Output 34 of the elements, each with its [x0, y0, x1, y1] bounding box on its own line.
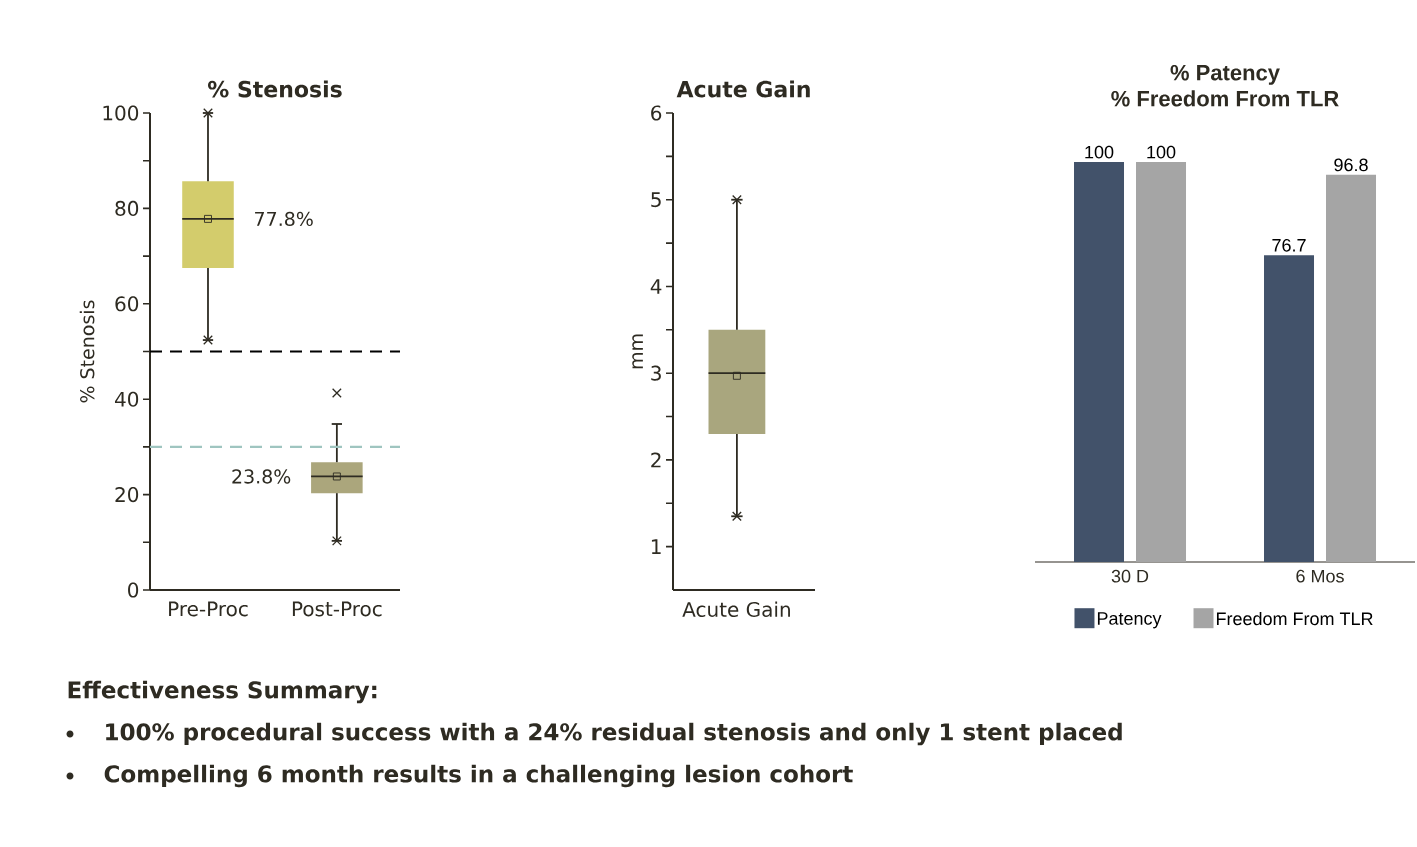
x-tick-label: 30 D: [1111, 569, 1149, 583]
chart-subtitle: % Freedom From TLR: [1111, 90, 1339, 107]
y-axis-title: % Stenosis: [79, 300, 95, 403]
y-tick-label: 40: [114, 391, 139, 407]
annotation: 77.8%: [255, 211, 313, 227]
y-tick-label: 0: [128, 582, 139, 598]
data-label: 100: [1085, 145, 1114, 159]
y-tick-label: 60: [115, 296, 139, 312]
legend-label: Freedom From TLR: [1216, 611, 1373, 626]
data-label: 76.7: [1272, 238, 1306, 252]
data-label: 96.8: [1334, 158, 1368, 172]
text: Effectiveness Summary:: [68, 680, 377, 704]
x-tick-label: 6 Mos: [1296, 569, 1344, 583]
y-tick-label: 1: [651, 539, 661, 554]
y-tick-label: 2: [651, 452, 661, 468]
y-tick-label: 100: [103, 105, 139, 121]
y-tick-label: 3: [651, 365, 661, 381]
chart-title: Acute Gain: [676, 80, 810, 98]
chart-title: % Stenosis: [207, 80, 342, 98]
y-tick-label: 80: [115, 200, 139, 216]
x-tick-label: Post-Proc: [292, 601, 382, 617]
data-label: 100: [1147, 145, 1176, 159]
legend-label: Patency: [1097, 612, 1162, 629]
text: 100% procedural success with a 24% residual stenosis and only 1 stent placed: [106, 722, 1122, 746]
x-tick-label: Acute Gain: [682, 601, 790, 618]
y-tick-label: 4: [650, 279, 662, 294]
annotation: 23.8%: [232, 469, 291, 484]
y-axis-title: mm: [632, 334, 643, 369]
text: Compelling 6 month results in a challenging lesion cohort: [104, 764, 853, 788]
y-tick-label: 5: [651, 192, 661, 208]
y-tick-label: 20: [115, 487, 139, 503]
chart-title: % Patency: [1170, 64, 1280, 85]
x-tick-label: Pre-Proc: [169, 601, 248, 617]
y-tick-label: 6: [651, 105, 662, 121]
